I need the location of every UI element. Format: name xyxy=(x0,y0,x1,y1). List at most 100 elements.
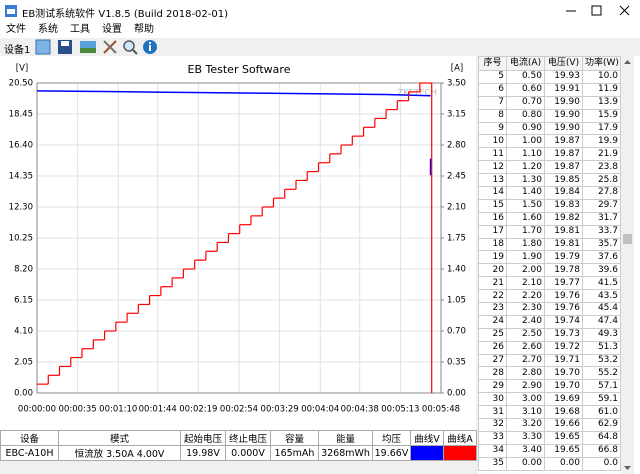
table-cell: 2.80 xyxy=(506,366,545,381)
table-cell: 0.70 xyxy=(506,95,545,110)
header-cell: 起始电压 xyxy=(180,430,226,446)
y-tick-label: 0.00 xyxy=(14,389,33,399)
table-row: 24 2.40 19.74 47.4 xyxy=(478,314,621,329)
table-row: 33 3.30 19.65 64.8 xyxy=(478,430,621,445)
scrollbar[interactable] xyxy=(621,56,634,474)
menu-item[interactable]: 设置 xyxy=(102,24,122,35)
table-cell: 51.3 xyxy=(582,340,621,355)
menu-bar: 文件 系统 工具 设置 帮助 xyxy=(0,22,640,38)
header-cell: 设备 xyxy=(0,430,59,446)
table-cell: 1.90 xyxy=(506,250,545,265)
data-cell: EBC-A10H xyxy=(0,445,59,461)
table-cell: 0.00 xyxy=(544,456,583,471)
table-cell: 1.30 xyxy=(506,173,545,188)
table-cell: 19.71 xyxy=(544,353,583,368)
menu-item[interactable]: 工具 xyxy=(70,24,90,35)
menu-item[interactable]: 帮助 xyxy=(134,24,154,35)
header-cell: 序号 xyxy=(478,56,507,71)
window-controls[interactable] xyxy=(560,0,640,22)
table-cell: 19.65 xyxy=(544,430,583,445)
data-cell: 19.66V xyxy=(372,445,411,461)
x-tick-label: 00:02:19 xyxy=(179,405,217,415)
y2-tick-label: 1.40 xyxy=(447,265,466,275)
header-cell: 电流(A) xyxy=(506,56,545,71)
x-tick-label: 00:04:38 xyxy=(341,405,379,415)
table-row: 31 3.10 19.68 61.0 xyxy=(478,405,621,420)
legend-entry: 曲线A xyxy=(443,430,477,446)
table-cell: 2.50 xyxy=(506,327,545,342)
x-tick-label: 00:00:35 xyxy=(59,405,97,415)
table-row: 10 1.00 19.87 19.9 xyxy=(478,134,621,149)
device-label[interactable]: 设备1 xyxy=(4,45,31,56)
table-cell: 47.4 xyxy=(582,314,621,329)
plot-frame xyxy=(36,82,442,394)
table-cell: 10.0 xyxy=(582,70,621,84)
x-tick-label: 00:05:13 xyxy=(381,405,419,415)
table-cell: 0.0 xyxy=(582,456,621,471)
table-cell: 1.50 xyxy=(506,198,545,213)
y-tick-label: 4.10 xyxy=(14,327,33,337)
table-cell: 2.00 xyxy=(506,263,545,278)
legend-swatch xyxy=(410,445,444,461)
table-cell: 3.00 xyxy=(506,392,545,407)
table-cell: 19.76 xyxy=(544,302,583,316)
table-cell: 57.1 xyxy=(582,379,621,394)
y-tick-label: 14.35 xyxy=(9,172,33,182)
table-cell: 23 xyxy=(478,302,507,316)
header-cell: 终止电压 xyxy=(225,430,271,446)
table-cell: 1.60 xyxy=(506,211,545,226)
table-cell: 19.73 xyxy=(544,327,583,342)
legend-swatch xyxy=(443,445,477,461)
table-cell: 25.8 xyxy=(582,173,621,188)
y-tick-label: 8.20 xyxy=(14,265,33,275)
table-cell: 61.0 xyxy=(582,405,621,420)
data-row: EBC-A10H 恒流放 3.50A 4.00V 19.98V 0.000V 165mA… xyxy=(0,445,477,461)
table-cell: 19.87 xyxy=(544,147,583,162)
table-cell: 2.10 xyxy=(506,276,545,291)
table-cell: 19.76 xyxy=(544,289,583,304)
table-row: 17 1.70 19.81 33.7 xyxy=(478,224,621,239)
title-bar: EB测试系统软件 V1.8.5 (Build 2018-02-01) xyxy=(0,0,640,22)
y2-tick-label: 0.35 xyxy=(447,358,466,368)
table-cell: 19.90 xyxy=(544,121,583,136)
table-cell: 1.70 xyxy=(506,224,545,239)
y2-axis-label: [A] xyxy=(451,64,463,74)
table-cell: 29 xyxy=(478,379,507,394)
table-row: 35 0.00 0.00 0.0 xyxy=(478,456,621,471)
chart: EB Tester Software [V] [A] 0.00 2.05 4.10 6.15… xyxy=(0,56,476,430)
table-row: 28 2.80 19.70 55.2 xyxy=(478,366,621,381)
data-table: 序号 电流(A) 电压(V) 功率(W) 5 0.50 19.93 10.0 6 0.60 19.9… xyxy=(478,56,621,471)
table-cell: 19.81 xyxy=(544,224,583,239)
table-cell: 49.3 xyxy=(582,327,621,342)
table-cell: 19.90 xyxy=(544,108,583,123)
table-cell: 0.60 xyxy=(506,82,545,97)
header-cell: 能量 xyxy=(318,430,373,446)
table-cell: 18 xyxy=(478,237,507,252)
table-row: 25 2.50 19.73 49.3 xyxy=(478,327,621,342)
table-cell: 1.20 xyxy=(506,160,545,175)
table-row: 30 3.00 19.69 59.1 xyxy=(478,392,621,407)
table-cell: 0.90 xyxy=(506,121,545,136)
table-cell: 19.68 xyxy=(544,405,583,420)
table-cell: 19.83 xyxy=(544,198,583,213)
table-row: 21 2.10 19.77 41.5 xyxy=(478,276,621,291)
table-cell: 19.74 xyxy=(544,314,583,329)
table-cell: 0.00 xyxy=(506,456,545,471)
menu-item[interactable]: 系统 xyxy=(38,24,58,35)
table-cell: 19.70 xyxy=(544,379,583,394)
table-row: 9 0.90 19.90 17.9 xyxy=(478,121,621,136)
header-cell: 均压 xyxy=(372,430,411,446)
table-cell: 55.2 xyxy=(582,366,621,381)
y-axis-label: [V] xyxy=(16,64,28,74)
table-cell: 19.93 xyxy=(544,70,583,84)
table-row: 32 3.20 19.66 62.9 xyxy=(478,418,621,432)
x-tick-label: 00:05:48 xyxy=(422,405,460,415)
toolbar-icons[interactable] xyxy=(34,38,164,56)
table-cell: 2.30 xyxy=(506,302,545,316)
header-cell: 容量 xyxy=(270,430,319,446)
menu-item[interactable]: 文件 xyxy=(6,24,26,35)
y2-tick-label: 2.10 xyxy=(447,203,466,213)
watermark: ZKETECH xyxy=(397,89,437,99)
x-tick-label: 00:01:10 xyxy=(99,405,137,415)
